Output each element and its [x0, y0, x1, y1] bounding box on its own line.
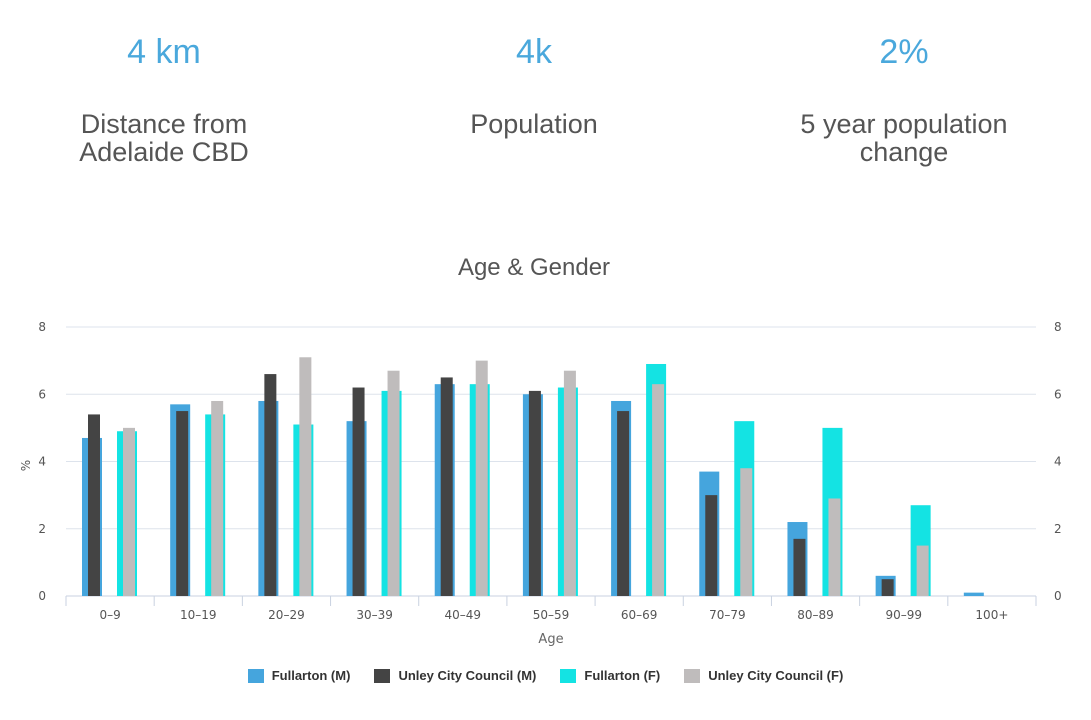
chart-title: Age & Gender — [457, 254, 611, 281]
bar-1 — [88, 414, 100, 596]
x-tick-label: 40–49 — [445, 608, 482, 622]
y-tick-label-left: 0 — [38, 589, 46, 603]
bar-1 — [705, 495, 718, 596]
legend-item-unley-m[interactable]: Unley City Council (M) — [374, 668, 536, 683]
legend-label: Unley City Council (M) — [398, 668, 537, 683]
bar-3 — [740, 468, 753, 596]
bar-1 — [352, 387, 365, 596]
x-tick-label: 50–59 — [533, 608, 570, 622]
y-tick-label-right: 6 — [1054, 387, 1062, 401]
bar-1 — [528, 390, 541, 596]
bar-3 — [123, 427, 135, 596]
bar-3 — [299, 357, 312, 596]
bar-1 — [176, 411, 189, 596]
bar-1 — [793, 538, 806, 596]
legend-label: Fullarton (F) — [584, 668, 661, 683]
x-tick-label: 30–39 — [356, 608, 393, 622]
x-tick-label: 60–69 — [621, 608, 658, 622]
legend-swatch — [684, 668, 701, 683]
bar-3 — [916, 545, 929, 596]
x-tick-label: 100+ — [975, 608, 1008, 622]
bar-1 — [264, 374, 277, 596]
age-gender-chart: 0 0 2 2 4 4 6 6 8 8% 0–9 10–19 20–29 30–39 40–49 50–59 6… — [19, 320, 1062, 647]
stat-population-change: 2% 5 year population change — [734, 30, 1074, 166]
x-tick-label: 70–79 — [709, 608, 746, 622]
legend-item-unley-f[interactable]: Unley City Council (F) — [684, 668, 843, 683]
x-tick-label: 80–89 — [797, 608, 834, 622]
y-tick-label-right: 8 — [1054, 320, 1062, 334]
stat-population-label: Population — [470, 109, 598, 139]
x-tick-label: 90–99 — [885, 608, 922, 622]
legend-item-fullarton-m[interactable]: Fullarton (M) — [247, 668, 351, 683]
legend-swatch — [374, 668, 391, 683]
bar-3 — [828, 498, 841, 596]
bar-3 — [652, 384, 665, 596]
legend-label: Unley City Council (F) — [708, 668, 844, 683]
y-tick-label-left: 6 — [38, 387, 46, 401]
bar-1 — [440, 377, 453, 596]
bar-1 — [881, 579, 894, 596]
x-tick-label: 20–29 — [268, 608, 305, 622]
legend-label: Fullarton (M) — [271, 668, 351, 683]
bar-3 — [563, 370, 576, 596]
bar-1 — [617, 411, 630, 596]
chart-legend: Fullarton (M) Unley City Council (M) Ful… — [0, 668, 1091, 683]
y-axis-title: % — [19, 460, 33, 471]
x-axis-title: Age — [538, 632, 563, 647]
stat-population-change-value: 2% — [879, 33, 929, 71]
bar-3 — [387, 370, 400, 596]
y-tick-label-right: 4 — [1054, 455, 1062, 469]
y-tick-label-left: 8 — [38, 320, 46, 334]
y-tick-label-left: 2 — [38, 522, 46, 536]
legend-swatch — [247, 668, 264, 683]
y-tick-label-right: 2 — [1054, 522, 1062, 536]
legend-swatch — [560, 668, 577, 683]
stat-population-change-label: 5 year population change — [800, 109, 1008, 167]
legend-item-fullarton-f[interactable]: Fullarton (F) — [560, 668, 660, 683]
stat-distance-label: Distance from Adelaide CBD — [79, 109, 249, 167]
stat-population-value: 4k — [516, 33, 552, 71]
y-tick-label-left: 4 — [38, 455, 46, 469]
y-tick-label-right: 0 — [1054, 589, 1062, 603]
bar-0 — [963, 592, 984, 596]
x-tick-label: 10–19 — [180, 608, 217, 622]
bar-3 — [475, 360, 488, 596]
stat-distance-value: 4 km — [127, 33, 201, 71]
x-tick-label: 0–9 — [99, 608, 120, 622]
stat-distance: 4 km Distance from Adelaide CBD — [0, 30, 334, 166]
stat-population: 4k Population — [364, 30, 704, 138]
bar-3 — [211, 400, 224, 596]
